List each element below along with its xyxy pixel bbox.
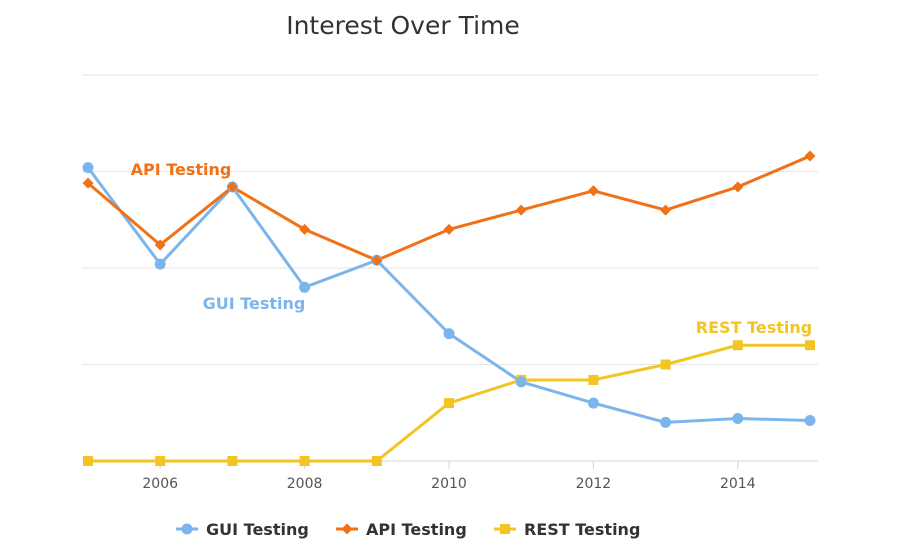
data-point-gui-testing (299, 281, 311, 293)
data-point-api-testing (732, 181, 744, 193)
data-point-gui-testing (154, 258, 166, 270)
x-tick-label: 2010 (431, 476, 467, 492)
data-point-rest-testing (805, 340, 815, 351)
data-point-rest-testing (83, 456, 93, 466)
data-point-gui-testing (804, 414, 816, 426)
x-tick-label: 2014 (720, 476, 756, 492)
legend-label: API Testing (366, 520, 467, 539)
series-lines (86, 154, 812, 463)
data-point-rest-testing (227, 456, 238, 466)
data-point-gui-testing (587, 397, 599, 409)
series-label-rest-testing: REST Testing (696, 318, 812, 337)
x-tick-label: 2006 (142, 476, 178, 492)
legend-label: REST Testing (524, 520, 640, 539)
data-point-rest-testing (732, 340, 743, 351)
legend-item-api-testing[interactable]: API Testing (336, 520, 467, 539)
data-point-rest-testing (588, 374, 599, 385)
data-point-api-testing (82, 177, 94, 189)
data-point-gui-testing (660, 416, 672, 428)
legend-marker (341, 523, 353, 535)
data-point-gui-testing (515, 376, 527, 388)
legend-marker (500, 524, 510, 534)
data-point-api-testing (443, 223, 455, 235)
legend-marker (181, 523, 193, 535)
series-annotations: API Testing GUI Testing REST Testing (131, 160, 813, 337)
data-point-api-testing (299, 223, 311, 235)
data-point-rest-testing (155, 456, 166, 466)
series-line-gui-testing (86, 166, 812, 424)
legend[interactable]: GUI Testing API Testing REST Testing (176, 520, 640, 539)
data-point-api-testing (154, 239, 166, 251)
series-label-gui-testing: GUI Testing (203, 294, 306, 313)
data-point-gui-testing (82, 162, 94, 174)
data-point-gui-testing (732, 413, 744, 425)
series-label-api-testing: API Testing (131, 160, 232, 179)
data-point-api-testing (371, 254, 383, 266)
data-point-api-testing (515, 204, 527, 216)
legend-label: GUI Testing (206, 520, 309, 539)
chart-title: Interest Over Time (286, 11, 520, 40)
data-point-gui-testing (443, 328, 455, 340)
series-markers (82, 150, 816, 466)
legend-item-rest-testing[interactable]: REST Testing (494, 520, 640, 539)
x-tick-label: 2008 (287, 476, 323, 492)
x-axis: 2006 2008 2010 2012 2014 (142, 461, 756, 492)
data-point-rest-testing (444, 398, 454, 409)
gridlines (82, 74, 818, 462)
data-point-api-testing (587, 185, 599, 197)
data-point-rest-testing (660, 359, 671, 370)
legend-item-gui-testing[interactable]: GUI Testing (176, 520, 309, 539)
data-point-api-testing (660, 204, 672, 216)
x-tick-label: 2012 (576, 476, 612, 492)
data-point-rest-testing (371, 456, 382, 466)
data-point-api-testing (226, 181, 238, 193)
data-point-rest-testing (299, 456, 310, 466)
data-point-api-testing (804, 150, 816, 162)
